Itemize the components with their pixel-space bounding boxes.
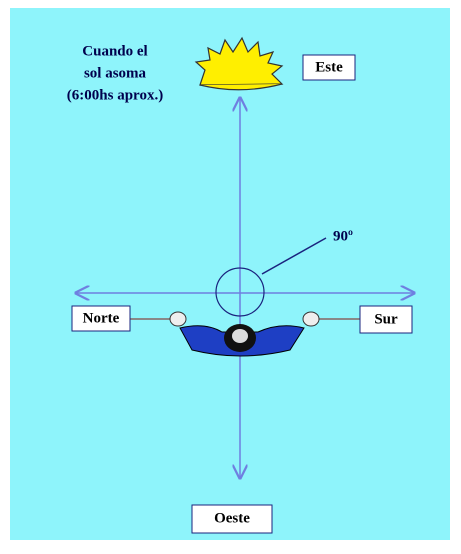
annotation-line: (6:00hs aprox.) (67, 87, 163, 103)
south-label: Sur (374, 311, 398, 327)
angle-label: 90º (333, 228, 353, 244)
annotation-line: Cuando el (82, 43, 147, 59)
diagram: Cuando el sol asoma (6:00hs aprox.) 90º … (0, 0, 461, 554)
west-label: Oeste (214, 510, 250, 526)
north-label: Norte (83, 310, 120, 326)
annotation-line: sol asoma (84, 65, 147, 81)
east-label: Este (315, 59, 343, 75)
